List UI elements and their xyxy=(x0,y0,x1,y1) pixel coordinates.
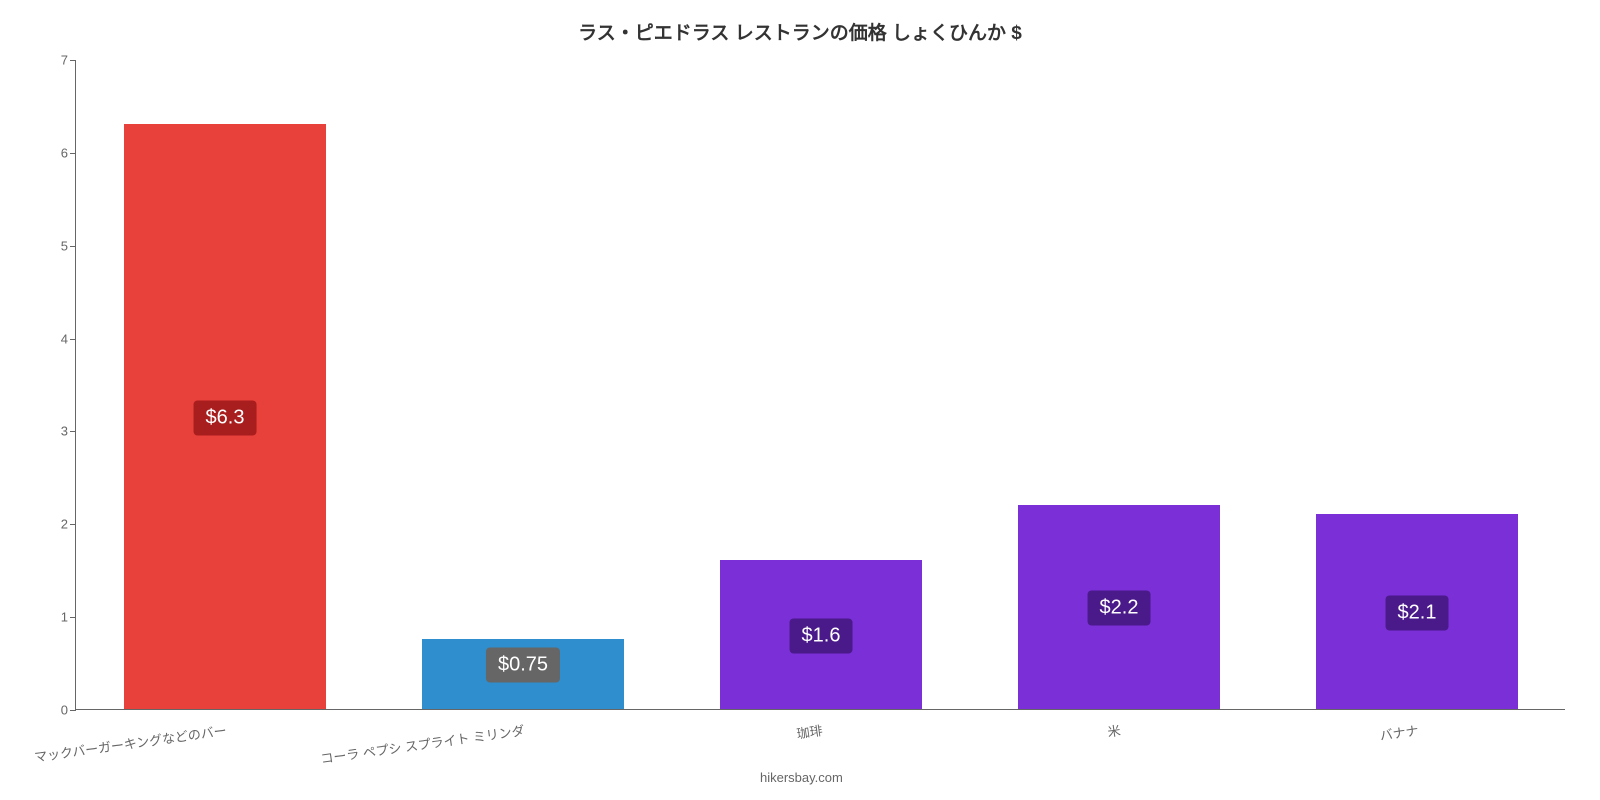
bar-value-label: $1.6 xyxy=(790,618,853,653)
y-tick-label: 2 xyxy=(36,517,68,532)
y-tick-mark xyxy=(70,339,76,340)
y-tick-mark xyxy=(70,246,76,247)
y-tick-mark xyxy=(70,617,76,618)
y-tick-mark xyxy=(70,153,76,154)
plot-region: 01234567$6.3マックバーガーキングなどのバー$0.75コーラ ペプシ … xyxy=(75,60,1565,710)
x-category-label: 珈琲 xyxy=(564,720,824,775)
y-tick-label: 7 xyxy=(36,53,68,68)
y-tick-mark xyxy=(70,60,76,61)
y-tick-label: 5 xyxy=(36,238,68,253)
y-tick-label: 0 xyxy=(36,703,68,718)
x-category-label: マックバーガーキングなどのバー xyxy=(0,720,228,775)
bar-value-label: $2.1 xyxy=(1386,595,1449,630)
x-category-label: コーラ ペプシ スプライト ミリンダ xyxy=(266,720,526,775)
y-tick-mark xyxy=(70,431,76,432)
bar-value-label: $2.2 xyxy=(1088,590,1151,625)
bar-value-label: $6.3 xyxy=(194,400,257,435)
y-tick-label: 4 xyxy=(36,331,68,346)
bar-value-label: $0.75 xyxy=(486,647,560,682)
x-category-label: 米 xyxy=(862,720,1122,775)
y-tick-mark xyxy=(70,710,76,711)
y-tick-mark xyxy=(70,524,76,525)
y-tick-label: 1 xyxy=(36,610,68,625)
chart-area: 01234567$6.3マックバーガーキングなどのバー$0.75コーラ ペプシ … xyxy=(75,60,1565,710)
y-tick-label: 3 xyxy=(36,424,68,439)
y-tick-label: 6 xyxy=(36,145,68,160)
attribution-text: hikersbay.com xyxy=(760,770,843,785)
chart-title: ラス・ピエドラス レストランの価格 しょくひんか $ xyxy=(0,0,1600,53)
x-category-label: バナナ xyxy=(1160,720,1420,775)
